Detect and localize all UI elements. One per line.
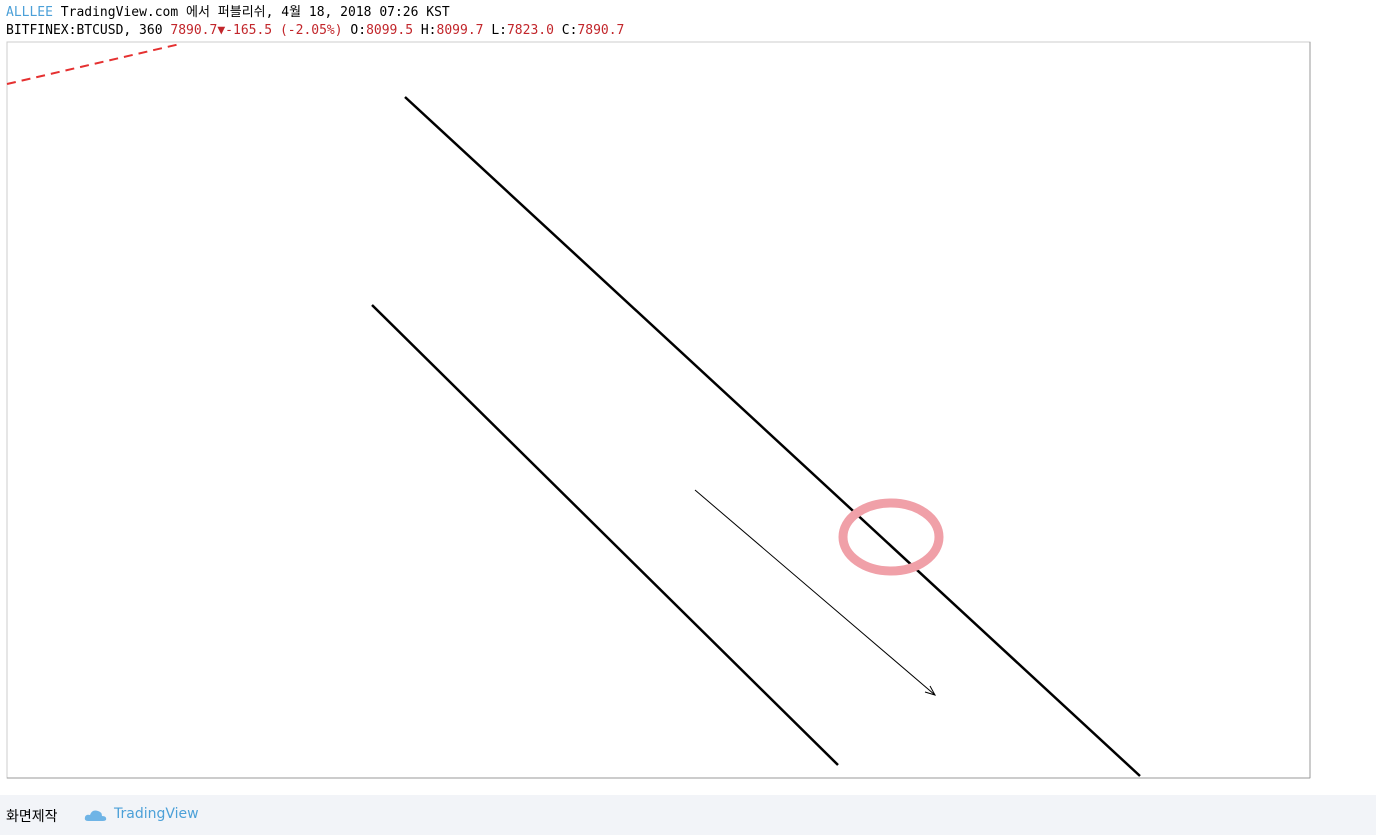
close: 7890.7	[577, 23, 625, 38]
header-line: BITFINEX:BTCUSD, 360 7890.7▼-165.5 (-2.0…	[6, 22, 624, 40]
chart	[6, 41, 1311, 779]
plot-frame	[6, 41, 1311, 779]
high: 8099.7	[436, 23, 484, 38]
author[interactable]: ALLLEE	[6, 5, 53, 20]
highlight-circle	[838, 498, 944, 576]
open: 8099.5	[366, 23, 414, 38]
symbol: BITFINEX:BTCUSD, 360	[6, 23, 163, 38]
last: 7890.7	[170, 23, 218, 38]
arrow-head	[924, 685, 937, 696]
o-label: O:	[350, 23, 367, 38]
drawings	[6, 43, 1141, 777]
header: ALLLEE TradingView.com 에서 퍼블리쉬, 4월 18, 2…	[6, 4, 624, 40]
l-label: L:	[491, 23, 507, 38]
logo	[84, 810, 107, 821]
arrow: ▼	[217, 23, 226, 38]
header-line: ALLLEE TradingView.com 에서 퍼블리쉬, 4월 18, 2…	[6, 4, 624, 22]
published: TradingView.com 에서 퍼블리쉬, 4월 18, 2018 07:…	[60, 5, 450, 20]
brand[interactable]: TradingView	[114, 806, 199, 822]
trend-line	[6, 43, 181, 85]
footer: 화면제작 TradingView	[0, 795, 1376, 835]
arrow-line	[694, 489, 936, 696]
channel-lower	[371, 304, 839, 766]
h-label: H:	[420, 23, 437, 38]
change: -165.5 (-2.05%)	[225, 23, 343, 38]
channel-upper	[404, 96, 1141, 777]
low: 7823.0	[506, 23, 554, 38]
capture-label: 화면제작	[6, 809, 58, 825]
c-label: C:	[561, 23, 578, 38]
